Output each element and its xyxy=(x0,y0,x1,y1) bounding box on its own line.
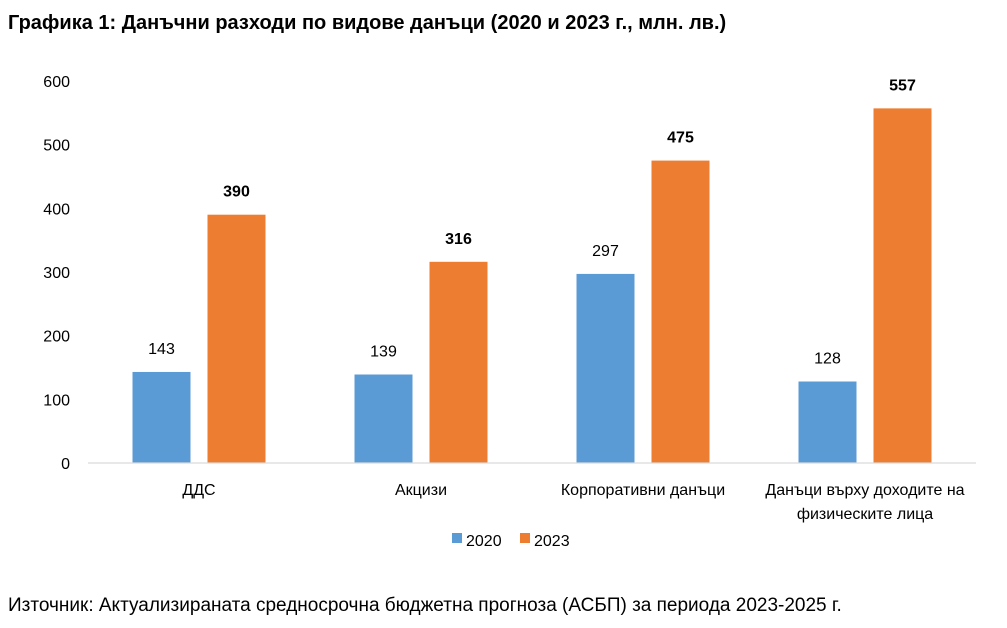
bar-2023 xyxy=(429,261,488,463)
source-note: Източник: Актуализираната средносрочна б… xyxy=(8,595,842,616)
y-tick-label: 100 xyxy=(43,392,70,409)
category-label: Данъци върху доходите на xyxy=(765,482,964,499)
y-axis: 0 100 200 300 400 500 600 xyxy=(43,74,70,473)
data-label: 128 xyxy=(814,351,841,368)
category-label: ДДС xyxy=(182,482,215,499)
y-tick-label: 600 xyxy=(43,74,70,91)
bar-2023 xyxy=(651,160,710,464)
bar-2023 xyxy=(873,108,932,464)
category-label: физическите лица xyxy=(797,506,933,523)
y-tick-label: 0 xyxy=(61,456,70,473)
category-label: Акцизи xyxy=(395,482,447,499)
data-label: 139 xyxy=(370,344,397,361)
x-axis: ДДС Акцизи Корпоративни данъци Данъци върху… xyxy=(88,462,976,523)
legend-swatch-2023 xyxy=(520,533,530,543)
bar-2023 xyxy=(207,214,266,463)
bar-2020 xyxy=(132,371,191,463)
y-tick-label: 400 xyxy=(43,201,70,218)
data-label: 475 xyxy=(667,130,694,147)
legend-label: 2023 xyxy=(534,533,570,550)
data-labels: 143 139 297 128 390 316 475 557 xyxy=(148,77,916,367)
legend-swatch-2020 xyxy=(452,533,462,543)
y-tick-label: 200 xyxy=(43,329,70,346)
category-label: Корпоративни данъци xyxy=(561,482,725,499)
bar-chart: 0 100 200 300 400 500 600 143 139 297 128 390 316 47… xyxy=(43,74,976,550)
data-label: 390 xyxy=(223,184,250,201)
y-tick-label: 500 xyxy=(43,138,70,155)
bar-2020 xyxy=(798,381,857,463)
legend: 2020 2023 xyxy=(452,533,570,550)
data-label: 297 xyxy=(592,243,619,260)
legend-label: 2020 xyxy=(466,533,502,550)
bar-2020 xyxy=(354,374,413,463)
data-label: 557 xyxy=(889,77,916,94)
chart-title: Графика 1: Данъчни разходи по видове дан… xyxy=(8,12,727,34)
data-label: 316 xyxy=(445,231,472,248)
bar-2020 xyxy=(576,273,635,463)
y-tick-label: 300 xyxy=(43,265,70,282)
data-label: 143 xyxy=(148,341,175,358)
bars xyxy=(132,108,932,464)
